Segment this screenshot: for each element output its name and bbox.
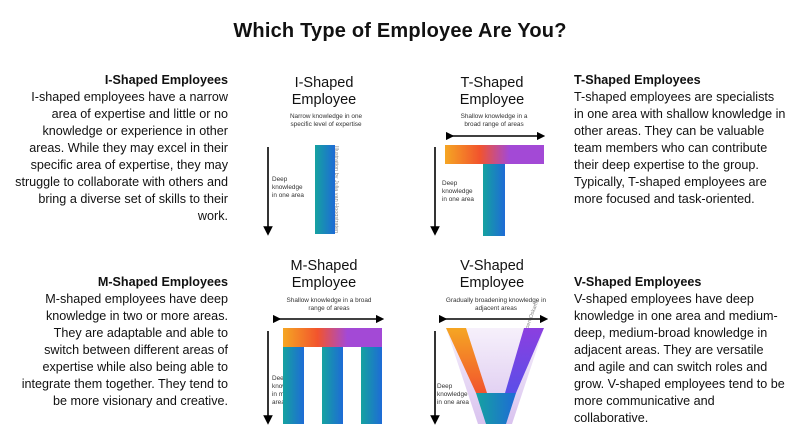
t-shaped-heading: T-Shaped Employees: [574, 73, 701, 87]
i-shaped-top-label: Narrow knowledge in one specific level o…: [289, 113, 363, 128]
t-shaped-description: T-Shaped Employees T-shaped employees ar…: [574, 72, 786, 208]
m-shaped-leg-1: [283, 347, 304, 424]
i-shaped-diagram: [263, 145, 335, 236]
t-shaped-top-label: Shallow knowledge in a broad range of ar…: [460, 113, 528, 128]
v-shaped-left-arm: [446, 328, 487, 393]
i-shaped-bar: [315, 145, 335, 234]
m-shaped-leg-3: [361, 347, 382, 424]
v-shaped-side-label: Deep knowledge in one area: [437, 383, 469, 406]
m-shaped-leg-2: [322, 347, 343, 424]
t-shaped-side-label: Deep knowledge in one area: [442, 180, 474, 203]
page-title: Which Type of Employee Are You?: [233, 20, 567, 42]
i-shaped-heading: I-Shaped Employees: [104, 73, 228, 87]
i-shaped-side-label: Deep knowledge in one area: [272, 176, 304, 199]
v-shaped-tip: [476, 393, 516, 424]
m-shaped-top-label: Shallow knowledge in a broad range of ar…: [286, 297, 372, 312]
m-shaped-text: M-shaped employees have deep knowledge i…: [21, 292, 228, 408]
t-shaped-diagram: [430, 131, 546, 236]
t-shaped-diagram-title: T-Shaped Employee: [459, 75, 525, 108]
m-shaped-description: M-Shaped Employees M-shaped employees ha…: [18, 274, 228, 410]
m-shaped-diagram-title: M-Shaped Employee: [290, 258, 358, 291]
v-shaped-text: V-shaped employees have deep knowledge i…: [574, 292, 785, 425]
t-shaped-text: T-shaped employees are specialists in on…: [574, 90, 786, 206]
v-shaped-description: V-Shaped Employees V-shaped employees ha…: [574, 274, 786, 427]
m-shaped-top-bar: [283, 328, 382, 347]
m-shaped-heading: M-Shaped Employees: [97, 275, 228, 289]
m-shaped-diagram: [263, 314, 385, 425]
t-shaped-stem: [483, 164, 505, 236]
t-shaped-top-bar: [445, 145, 544, 164]
i-shaped-text: I-shaped employees have a narrow area of…: [15, 90, 228, 223]
i-shaped-description: I-Shaped Employees I-shaped employees ha…: [10, 72, 228, 225]
v-shaped-diagram-title: V-Shaped Employee: [459, 258, 525, 291]
v-shaped-diagram: [430, 314, 549, 425]
v-shaped-heading: V-Shaped Employees: [574, 275, 702, 289]
v-shaped-top-label: Gradually broadening knowledge in adjace…: [445, 297, 547, 312]
v-shaped-right-arm: [505, 328, 544, 393]
i-shaped-diagram-title: I-Shaped Employee: [291, 75, 357, 108]
